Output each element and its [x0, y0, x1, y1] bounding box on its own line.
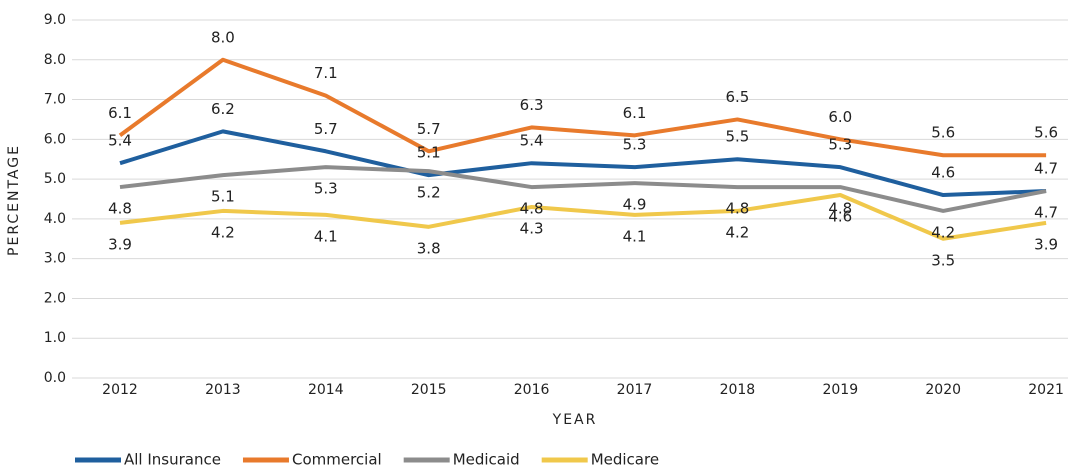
y-tick-label: 2.0 — [44, 290, 66, 306]
data-label: 4.8 — [725, 200, 749, 218]
legend-label: Medicaid — [453, 451, 520, 469]
x-tick-label: 2019 — [822, 382, 858, 398]
data-label: 6.1 — [108, 104, 132, 122]
data-label: 3.9 — [108, 235, 132, 253]
data-label: 6.1 — [623, 104, 647, 122]
x-tick-label: 2012 — [102, 382, 138, 398]
data-label: 4.9 — [623, 196, 647, 214]
data-label: 3.8 — [417, 239, 441, 257]
data-label: 5.6 — [931, 124, 955, 142]
y-tick-label: 6.0 — [44, 131, 66, 147]
legend-label: Commercial — [292, 451, 382, 469]
x-tick-label: 2018 — [720, 382, 756, 398]
data-label: 4.7 — [1034, 204, 1058, 222]
series-line — [119, 129, 1047, 198]
data-label: 4.1 — [623, 227, 647, 245]
x-tick-label: 2013 — [205, 382, 241, 398]
data-label: 4.6 — [931, 164, 955, 182]
data-label: 5.3 — [623, 136, 647, 154]
data-label: 5.4 — [108, 132, 132, 150]
data-label: 4.2 — [211, 223, 235, 241]
x-tick-label: 2014 — [308, 382, 344, 398]
data-label: 5.7 — [417, 120, 441, 138]
data-label: 5.1 — [211, 188, 235, 206]
y-axis-title: PERCENTAGE — [6, 144, 22, 256]
x-axis-title: YEAR — [552, 412, 598, 428]
series-line — [119, 165, 1047, 213]
y-tick-label: 9.0 — [44, 12, 66, 28]
x-tick-label: 2020 — [925, 382, 961, 398]
data-label: 4.2 — [725, 223, 749, 241]
y-tick-label: 1.0 — [44, 330, 66, 346]
y-tick-label: 7.0 — [44, 92, 66, 108]
data-label: 5.1 — [417, 144, 441, 162]
data-label: 6.5 — [725, 88, 749, 106]
data-label: 3.9 — [1034, 235, 1058, 253]
data-label: 4.3 — [520, 219, 544, 237]
data-label: 4.8 — [108, 200, 132, 218]
y-tick-label: 0.0 — [44, 370, 66, 386]
x-tick-label: 2021 — [1028, 382, 1064, 398]
y-tick-label: 3.0 — [44, 251, 66, 267]
data-label: 5.2 — [417, 184, 441, 202]
data-label: 6.0 — [828, 108, 852, 126]
data-label: 4.8 — [828, 200, 852, 218]
y-tick-label: 4.0 — [44, 211, 66, 227]
series-line — [118, 57, 1047, 158]
data-label: 4.1 — [314, 227, 338, 245]
legend-label: All Insurance — [124, 451, 221, 469]
legend-label: Medicare — [591, 451, 659, 469]
data-label: 5.3 — [314, 180, 338, 198]
data-label: 5.6 — [1034, 124, 1058, 142]
data-label: 8.0 — [211, 28, 235, 46]
data-label: 6.3 — [520, 96, 544, 114]
data-label: 5.7 — [314, 120, 338, 138]
data-label: 4.8 — [520, 200, 544, 218]
data-label: 3.5 — [931, 251, 955, 269]
data-label: 4.2 — [931, 223, 955, 241]
data-label: 5.4 — [520, 132, 544, 150]
x-tick-label: 2016 — [514, 382, 550, 398]
data-label: 5.5 — [725, 128, 749, 146]
x-tick-label: 2015 — [411, 382, 447, 398]
series-line — [119, 193, 1047, 241]
data-label: 6.2 — [211, 100, 235, 118]
data-label: 4.6 — [828, 208, 852, 226]
data-label: 4.7 — [1034, 160, 1058, 178]
y-tick-label: 5.0 — [44, 171, 66, 187]
y-tick-label: 8.0 — [44, 52, 66, 68]
data-label: 5.3 — [828, 136, 852, 154]
x-tick-label: 2017 — [617, 382, 653, 398]
data-label: 7.1 — [314, 64, 338, 82]
